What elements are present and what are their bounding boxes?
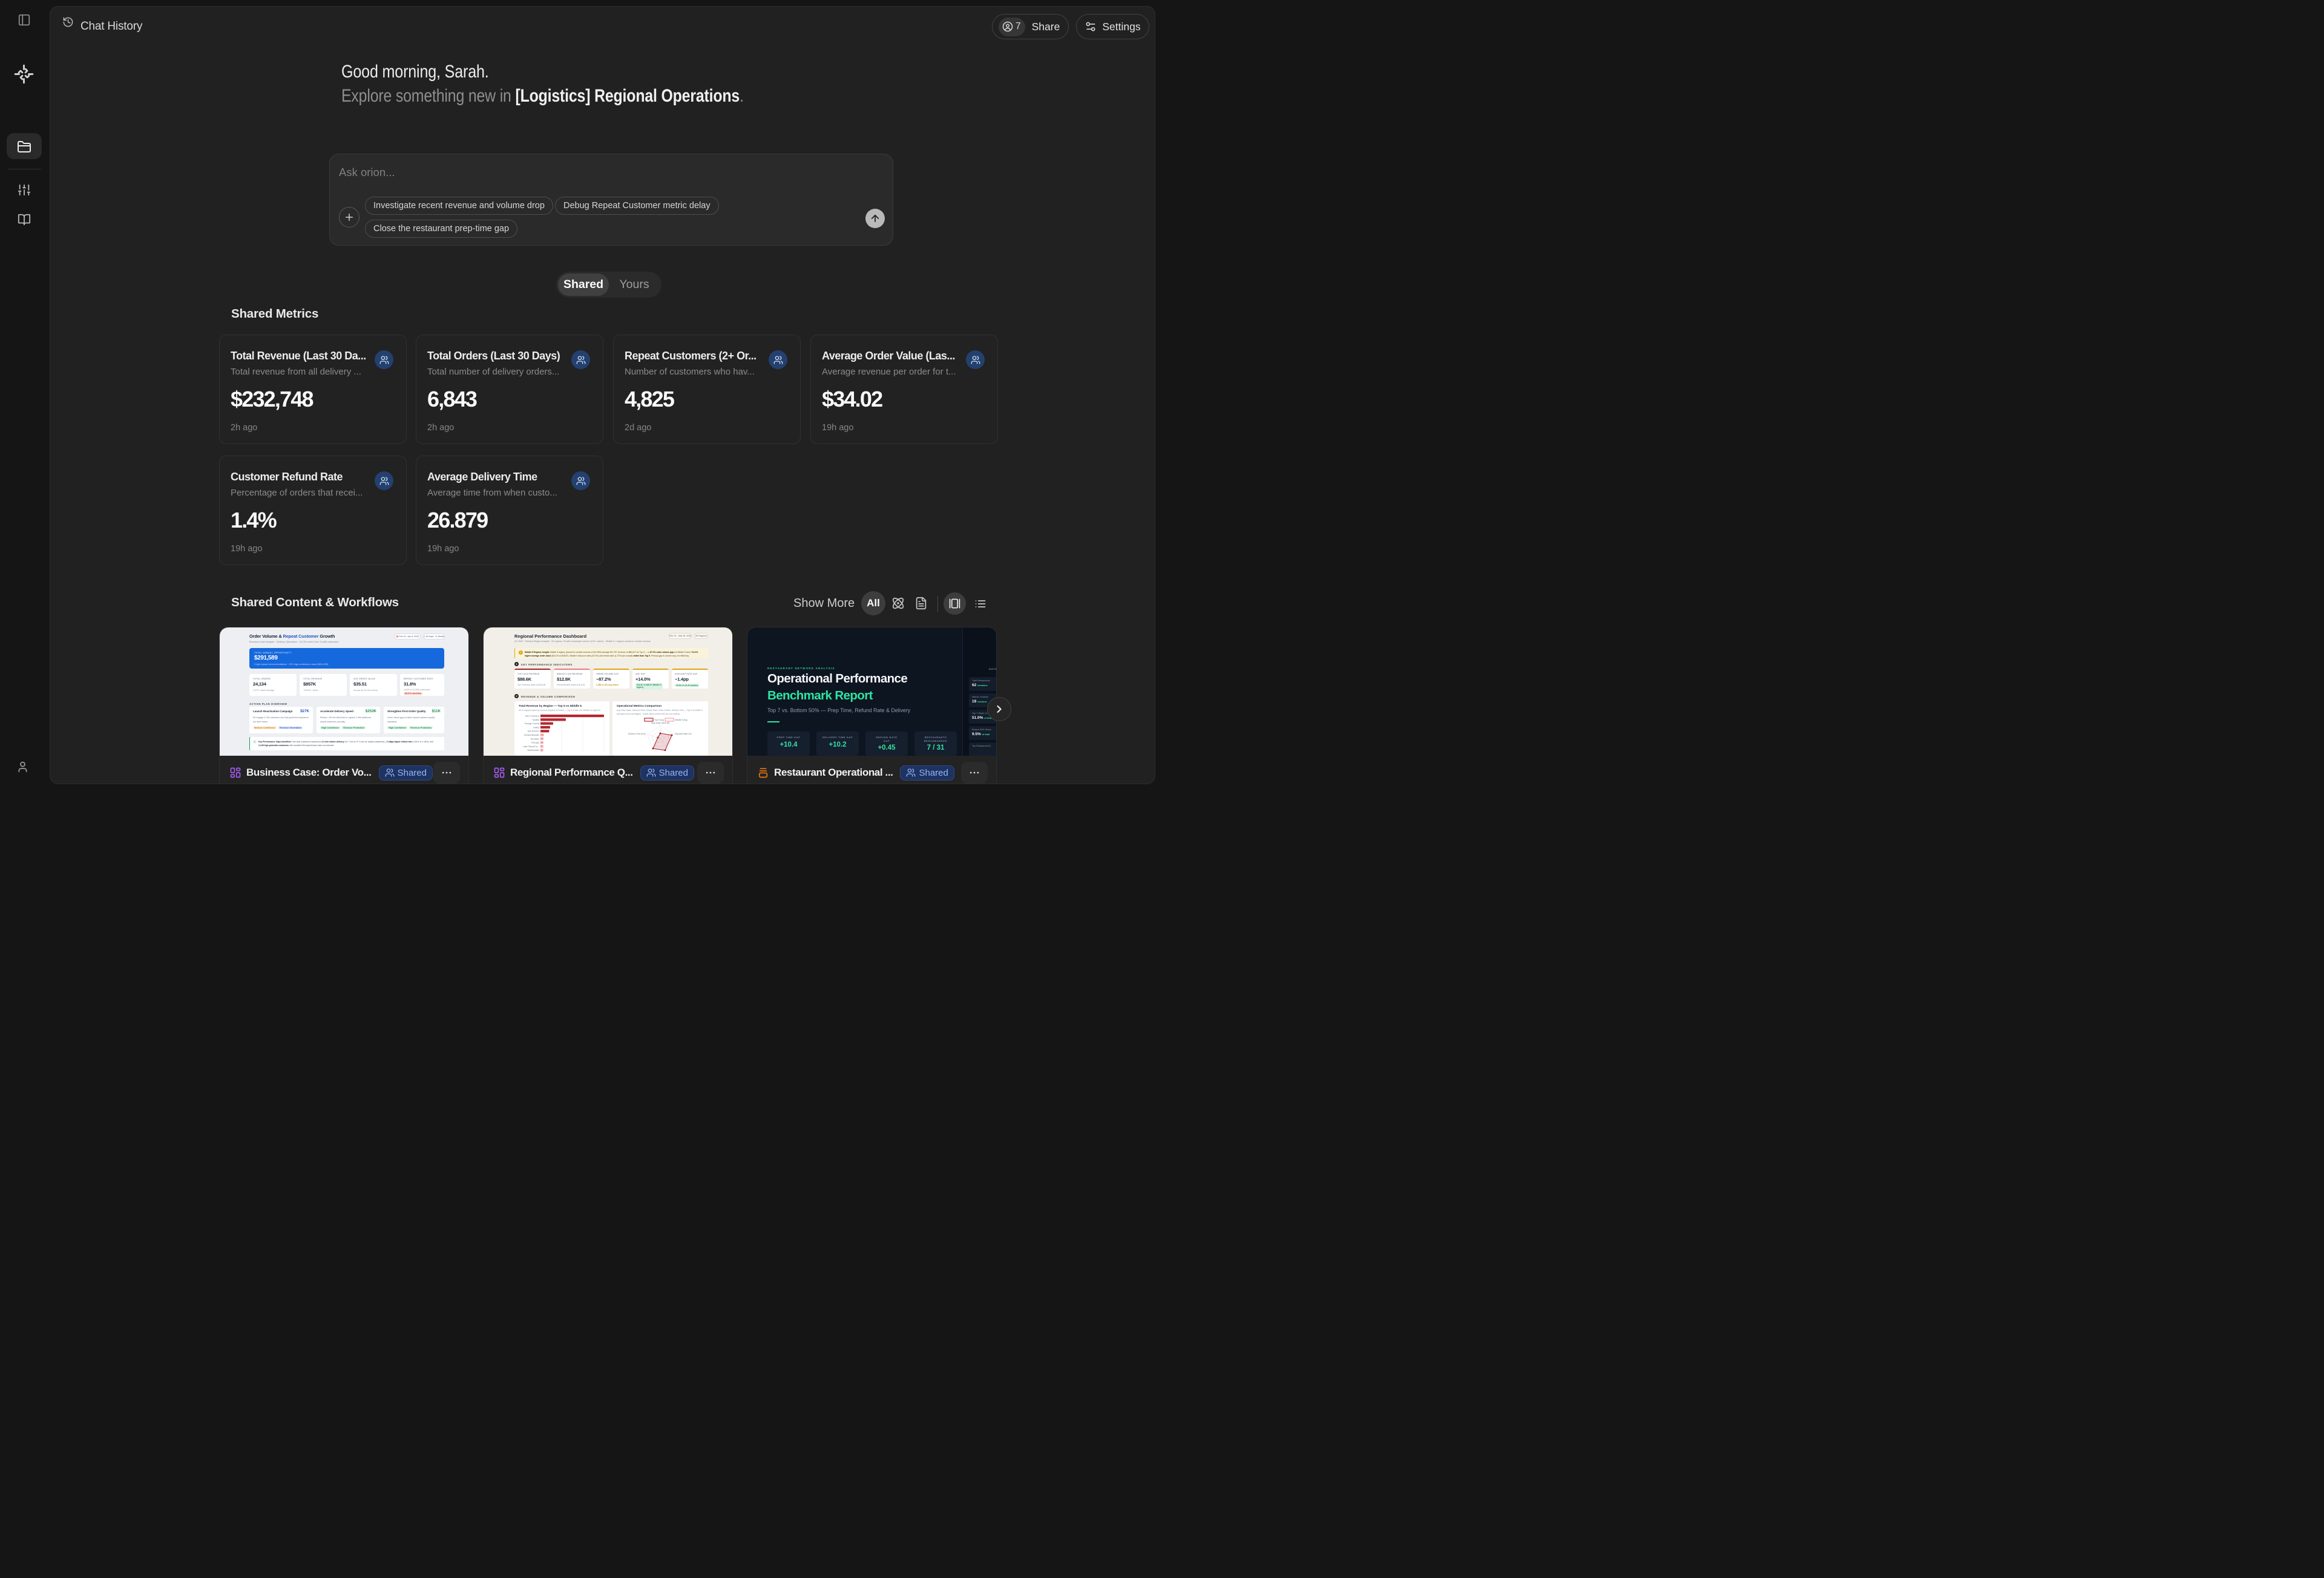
svg-text:Seattle: Seattle [533, 719, 539, 721]
svg-text:Chicago: Chicago [531, 742, 539, 744]
svg-text:Westchester: Westchester [527, 749, 540, 751]
svg-text:Dallas: Dallas [533, 726, 539, 728]
svg-text:Middle 5 Avg: Middle 5 Avg [675, 719, 688, 721]
svg-text:Avg Order Value ($): Avg Order Value ($) [651, 722, 669, 724]
svg-text:Denver/Boulder: Denver/Boulder [524, 734, 540, 736]
svg-text:Delivery Time (min): Delivery Time (min) [628, 733, 646, 735]
svg-text:Brooklyn: Brooklyn [531, 738, 539, 740]
svg-text:Top 5 Avg: Top 5 Avg [654, 719, 664, 721]
svg-text:Discount Rate (%): Discount Rate (%) [675, 733, 692, 735]
svg-text:San Francisco: San Francisco [525, 715, 539, 718]
svg-text:Orange County: Orange County [525, 722, 540, 725]
svg-text:Lake Tahoe/Ca...: Lake Tahoe/Ca... [523, 745, 539, 748]
svg-text:San Antonio: San Antonio [528, 730, 539, 733]
